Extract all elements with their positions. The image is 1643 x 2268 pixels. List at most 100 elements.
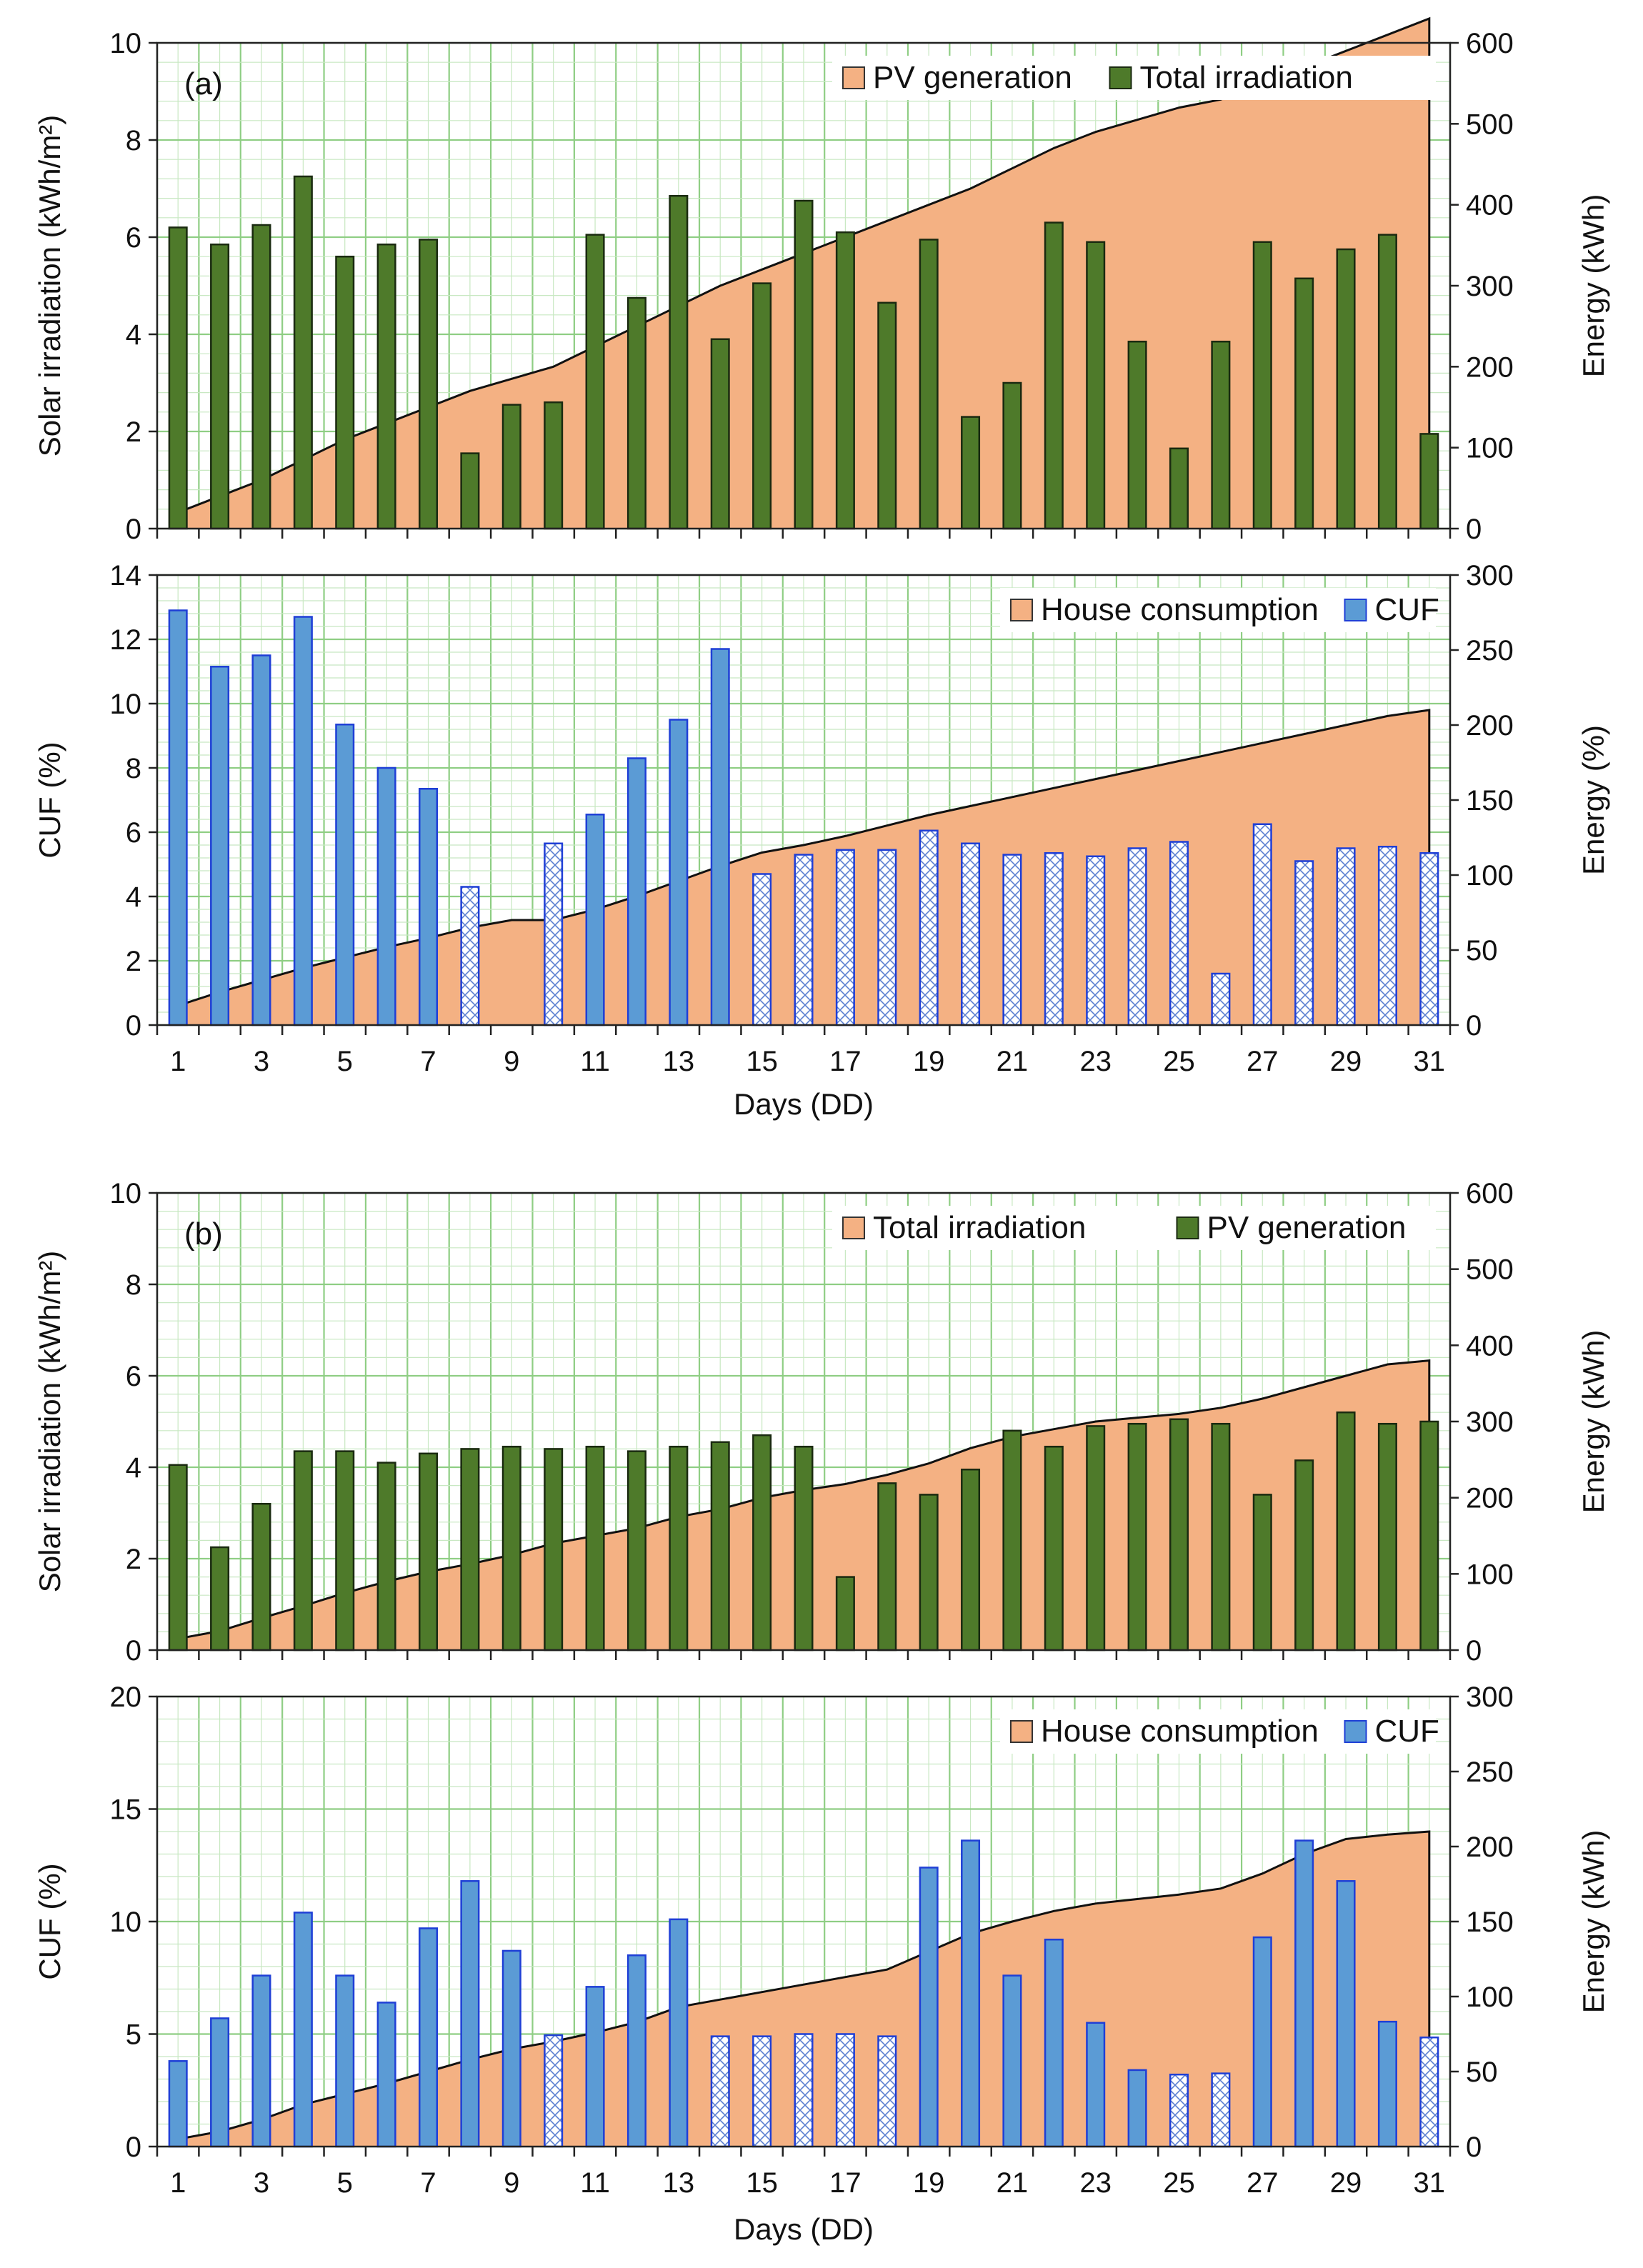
bar-pv-generation-day-7 bbox=[419, 1452, 439, 1652]
bar-cuf-day-4 bbox=[293, 1912, 313, 2148]
bar-cuf-day-9 bbox=[501, 1949, 521, 2148]
y2-tick-label: 0 bbox=[1466, 514, 1482, 545]
x-tick-label: 3 bbox=[254, 2167, 269, 2199]
bar-cuf-day-28 bbox=[1294, 860, 1314, 1026]
x-tick-label: 31 bbox=[1414, 2167, 1446, 2199]
bar-cuf-day-2 bbox=[210, 2017, 230, 2148]
y-tick-label: 8 bbox=[126, 125, 141, 156]
bar-pv-generation-day-24 bbox=[1127, 1422, 1147, 1652]
x-tick-label: 13 bbox=[663, 2167, 695, 2199]
bar-cuf-day-3 bbox=[251, 654, 271, 1026]
bar-total-irradiation-day-18 bbox=[877, 301, 897, 530]
y2-tick-label: 300 bbox=[1466, 1682, 1514, 1713]
legend-swatch bbox=[1010, 1720, 1033, 1743]
legend: PV generation Total irradiation bbox=[832, 56, 1436, 100]
bar-total-irradiation-day-20 bbox=[961, 416, 981, 530]
x-tick-label: 29 bbox=[1330, 2167, 1362, 2199]
bar-total-irradiation-day-2 bbox=[210, 243, 230, 530]
y-tick-label: 20 bbox=[110, 1682, 142, 1713]
y-tick-label: 14 bbox=[110, 560, 142, 591]
y2-tick-label: 0 bbox=[1466, 1010, 1482, 1041]
bar-total-irradiation-day-13 bbox=[669, 194, 689, 530]
y-tick-label: 6 bbox=[126, 817, 141, 849]
bar-total-irradiation-day-23 bbox=[1086, 241, 1106, 530]
bar-cuf-day-28 bbox=[1294, 1839, 1314, 2148]
x-tick-label: 25 bbox=[1163, 2167, 1195, 2199]
bar-total-irradiation-day-9 bbox=[501, 404, 521, 530]
bar-pv-generation-day-16 bbox=[794, 1445, 814, 1652]
y2-tick-label: 0 bbox=[1466, 1635, 1482, 1667]
y-tick-label: 15 bbox=[110, 1794, 142, 1826]
bar-total-irradiation-day-7 bbox=[419, 239, 439, 530]
bar-cuf-day-19 bbox=[919, 1867, 939, 2148]
bar-cuf-day-26 bbox=[1211, 972, 1231, 1026]
y2-axis-title: Energy (kWh) bbox=[1577, 1330, 1610, 1514]
bar-cuf-day-25 bbox=[1169, 841, 1189, 1026]
x-tick-label: 21 bbox=[997, 2167, 1029, 2199]
x-tick-label: 15 bbox=[746, 2167, 778, 2199]
x-tick-label: 29 bbox=[1330, 1046, 1362, 1077]
y2-tick-label: 400 bbox=[1466, 1330, 1514, 1362]
bar-total-irradiation-day-25 bbox=[1169, 447, 1189, 530]
bar-cuf-day-1 bbox=[168, 2060, 188, 2148]
bar-pv-generation-day-23 bbox=[1086, 1425, 1106, 1652]
x-tick-label: 9 bbox=[504, 2167, 519, 2199]
y2-tick-label: 500 bbox=[1466, 109, 1514, 140]
bar-cuf-day-27 bbox=[1252, 1936, 1272, 2148]
legend-label: Total irradiation bbox=[1140, 60, 1353, 95]
bar-pv-generation-day-29 bbox=[1336, 1411, 1356, 1652]
bar-total-irradiation-day-31 bbox=[1419, 433, 1439, 530]
bar-total-irradiation-day-12 bbox=[626, 296, 646, 530]
bar-cuf-day-21 bbox=[1002, 1974, 1022, 2148]
legend-label: Total irradiation bbox=[873, 1210, 1086, 1245]
panel-label: (b) bbox=[184, 1217, 223, 1252]
bar-cuf-day-10 bbox=[544, 2034, 564, 2148]
x-tick-label: 21 bbox=[997, 1046, 1029, 1077]
bar-pv-generation-day-2 bbox=[210, 1546, 230, 1652]
bar-cuf-day-18 bbox=[877, 2035, 897, 2148]
bar-pv-generation-day-3 bbox=[251, 1502, 271, 1652]
bar-total-irradiation-day-30 bbox=[1377, 234, 1397, 530]
x-tick-label: 19 bbox=[913, 1046, 945, 1077]
bar-pv-generation-day-8 bbox=[460, 1448, 480, 1652]
y-tick-label: 6 bbox=[126, 222, 141, 254]
y-tick-label: 10 bbox=[110, 1178, 142, 1209]
y2-tick-label: 200 bbox=[1466, 351, 1514, 383]
bar-cuf-day-15 bbox=[752, 2035, 772, 2148]
x-axis-title: Days (DD) bbox=[734, 1087, 874, 1121]
bar-total-irradiation-day-1 bbox=[168, 226, 188, 530]
bar-cuf-day-14 bbox=[710, 2035, 730, 2148]
bar-cuf-day-8 bbox=[460, 1880, 480, 2148]
bar-total-irradiation-day-24 bbox=[1127, 340, 1147, 530]
legend-label: House consumption bbox=[1041, 1714, 1319, 1749]
y2-axis-title: Energy (kWh) bbox=[1577, 1830, 1610, 2014]
x-tick-label: 1 bbox=[170, 1046, 186, 1077]
bar-pv-generation-day-28 bbox=[1294, 1459, 1314, 1652]
bar-cuf-day-17 bbox=[835, 849, 855, 1026]
bar-cuf-day-22 bbox=[1044, 1938, 1064, 2148]
bar-cuf-day-22 bbox=[1044, 852, 1064, 1026]
y2-tick-label: 0 bbox=[1466, 2132, 1482, 2163]
bar-cuf-day-30 bbox=[1377, 846, 1397, 1026]
y-axis-title: CUF (%) bbox=[33, 741, 66, 858]
bar-cuf-day-27 bbox=[1252, 823, 1272, 1026]
bar-pv-generation-day-4 bbox=[293, 1450, 313, 1652]
y2-tick-label: 100 bbox=[1466, 433, 1514, 464]
y-tick-label: 5 bbox=[126, 2019, 141, 2051]
bar-cuf-day-3 bbox=[251, 1974, 271, 2148]
bar-total-irradiation-day-6 bbox=[376, 243, 396, 530]
bar-cuf-day-13 bbox=[669, 719, 689, 1026]
legend-swatch bbox=[1109, 66, 1132, 89]
bar-total-irradiation-day-26 bbox=[1211, 340, 1231, 530]
y2-tick-label: 100 bbox=[1466, 1982, 1514, 2013]
bar-pv-generation-day-15 bbox=[752, 1434, 772, 1652]
bar-cuf-day-11 bbox=[585, 1986, 605, 2148]
y-tick-label: 6 bbox=[126, 1361, 141, 1392]
bar-pv-generation-day-27 bbox=[1252, 1494, 1272, 1652]
bar-pv-generation-day-20 bbox=[961, 1468, 981, 1652]
y2-tick-label: 150 bbox=[1466, 1907, 1514, 1938]
y-tick-label: 4 bbox=[126, 319, 141, 351]
